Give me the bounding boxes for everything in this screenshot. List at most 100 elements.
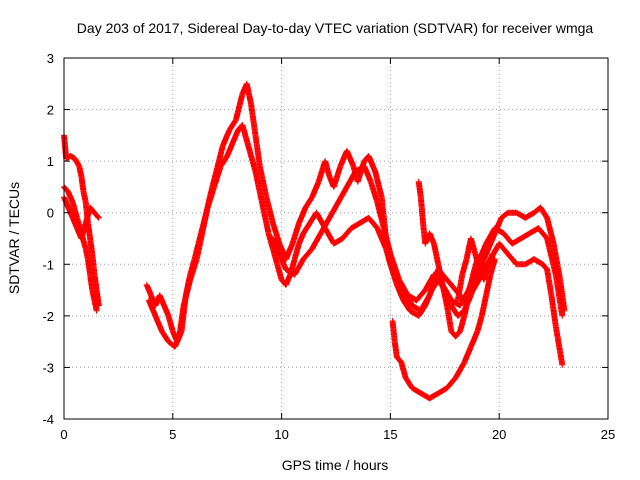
data-marker-run — [538, 205, 550, 220]
data-marker-run — [261, 210, 272, 236]
data-marker-run — [224, 138, 237, 158]
data-marker-run — [468, 236, 478, 256]
data-point — [93, 307, 100, 314]
data-marker-run — [461, 344, 474, 365]
x-tick-label: 10 — [274, 427, 288, 442]
y-axis-label: SDTVAR / TECUs — [6, 182, 22, 294]
data-marker-run — [403, 375, 415, 391]
data-marker-run — [544, 215, 557, 246]
data-marker-run — [252, 133, 263, 169]
data-marker-run — [366, 215, 380, 231]
data-marker-run — [296, 231, 306, 246]
data-marker-run — [418, 195, 426, 225]
y-tick-label: 1 — [47, 154, 54, 169]
data-marker-run — [270, 236, 282, 256]
series-arc-2 — [61, 183, 100, 314]
data-marker-run — [483, 272, 494, 298]
data-marker-run — [176, 303, 187, 339]
y-tick-label: -3 — [42, 360, 54, 375]
data-marker-run — [505, 251, 519, 267]
data-marker-run — [233, 92, 246, 122]
x-axis-label: GPS time / hours — [282, 457, 389, 473]
data-marker-run — [414, 287, 428, 303]
data-marker-run — [244, 138, 254, 158]
data-marker-run — [474, 313, 485, 334]
data-marker-run — [283, 272, 293, 287]
series-arc-1 — [61, 132, 102, 309]
y-tick-label: -2 — [42, 309, 54, 324]
data-marker-run — [396, 277, 411, 298]
data-marker-run — [78, 174, 87, 195]
data-marker-run — [444, 277, 458, 293]
data-marker-run — [289, 221, 302, 246]
data-marker-run — [427, 231, 437, 246]
data-marker-run — [439, 282, 450, 308]
data-marker-run — [152, 313, 165, 334]
data-marker-run — [291, 241, 302, 262]
data-marker-run — [70, 200, 80, 220]
data-marker-run — [239, 123, 250, 143]
data-marker-run — [457, 313, 468, 334]
data-marker-run — [296, 205, 309, 226]
data-marker-run — [220, 128, 232, 148]
data-marker-run — [144, 282, 154, 298]
data-marker-run — [292, 257, 306, 277]
x-tick-label: 15 — [383, 427, 397, 442]
data-marker-run — [180, 277, 193, 308]
data-marker-run — [92, 210, 102, 221]
data-marker-run — [557, 350, 566, 367]
data-marker-run — [207, 169, 220, 200]
series-arc-3 — [61, 194, 102, 242]
data-marker-run — [200, 195, 213, 231]
data-marker-run — [274, 262, 285, 282]
data-marker-run — [372, 169, 385, 200]
data-marker-run — [435, 262, 446, 287]
data-marker-run — [374, 200, 387, 231]
data-marker-run — [394, 282, 406, 303]
data-marker-run — [459, 257, 470, 277]
y-tick-label: -1 — [42, 257, 54, 272]
y-tick-label: -4 — [42, 412, 54, 427]
data-marker-run — [444, 303, 455, 334]
data-marker-run — [389, 319, 398, 344]
data-marker-run — [381, 226, 394, 256]
data-marker-run — [344, 148, 356, 169]
data-marker-run — [444, 375, 458, 391]
data-marker-run — [257, 164, 270, 200]
data-marker-run — [335, 184, 350, 205]
data-marker-run — [518, 230, 532, 241]
data-point — [489, 250, 496, 257]
data-marker-run — [340, 226, 354, 241]
data-marker-run — [485, 251, 496, 267]
axis-ticks: 0 5 10 15 20 25 -4 -3 -2 -1 0 1 2 3 — [42, 51, 615, 442]
series-arc-4 — [143, 122, 566, 368]
data-marker-run — [436, 385, 450, 396]
data-marker-run — [301, 246, 315, 262]
data-marker-run — [479, 293, 489, 318]
data-marker-run — [540, 262, 550, 272]
data-marker-run — [309, 231, 324, 251]
data-marker-run — [387, 262, 400, 287]
data-marker-run — [87, 205, 97, 215]
data-marker-run — [394, 354, 404, 365]
data-marker-run — [544, 236, 559, 277]
data-marker-run — [453, 360, 467, 380]
series-arc-8 — [415, 178, 481, 340]
data-points — [61, 80, 568, 402]
data-marker-run — [550, 241, 563, 282]
data-marker-run — [226, 117, 239, 133]
data-marker-run — [194, 226, 206, 262]
data-marker-run — [431, 241, 442, 267]
data-marker-run — [165, 313, 176, 334]
x-tick-label: 0 — [60, 427, 67, 442]
data-marker-run — [300, 220, 313, 236]
data-marker-run — [263, 195, 276, 225]
y-tick-label: 2 — [47, 103, 54, 118]
data-marker-run — [361, 164, 374, 184]
data-marker-run — [146, 298, 158, 318]
data-marker-run — [415, 179, 424, 200]
data-marker-run — [387, 252, 402, 282]
data-marker-run — [501, 231, 515, 246]
data-marker-run — [283, 241, 296, 262]
data-marker-run — [318, 215, 332, 236]
